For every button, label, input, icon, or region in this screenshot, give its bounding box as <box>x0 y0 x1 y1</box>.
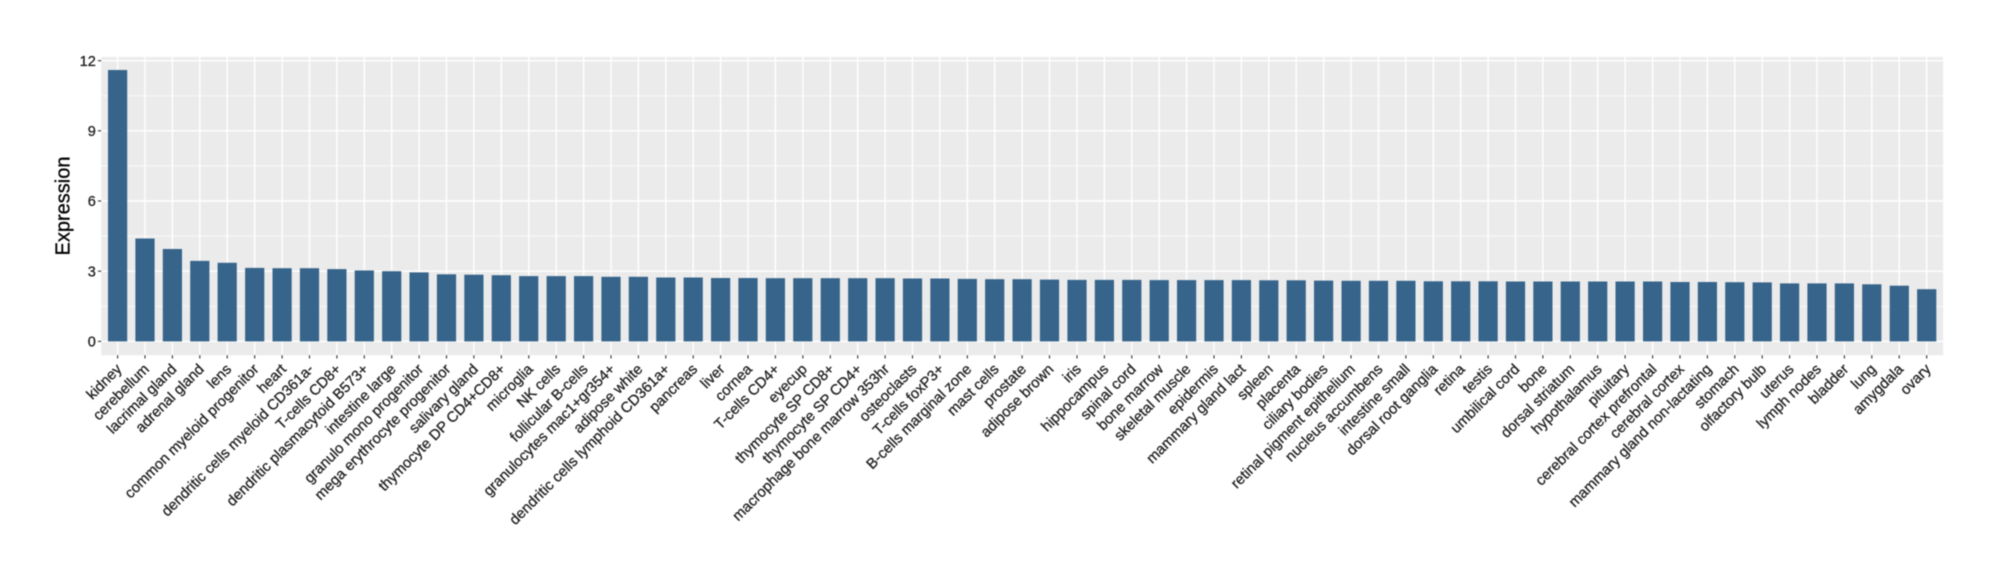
svg-text:0: 0 <box>88 335 96 351</box>
svg-text:Expression: Expression <box>53 157 75 256</box>
svg-text:12: 12 <box>80 54 96 70</box>
svg-text:3: 3 <box>88 264 96 280</box>
svg-text:9: 9 <box>88 124 96 140</box>
svg-text:6: 6 <box>88 194 96 210</box>
